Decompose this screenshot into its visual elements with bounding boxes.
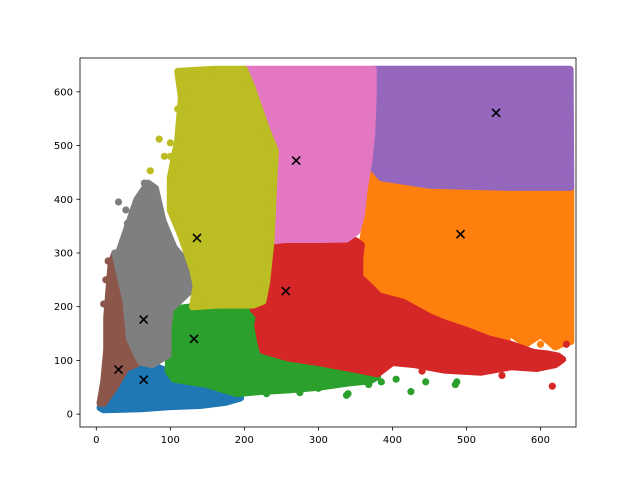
data-point [166,139,174,147]
data-point [203,68,211,76]
cluster-5 [365,65,575,191]
cluster-4 [249,236,570,390]
data-point [296,389,304,397]
data-point [196,399,204,407]
plot-area [96,65,575,414]
cluster-9 [146,65,279,311]
cluster-region [166,65,279,311]
centroid-stroke [139,315,149,325]
centroid-marker-1 [139,375,149,385]
y-tick-label: 400 [54,195,73,206]
x-tick-label: 300 [309,435,328,446]
data-point [453,357,462,366]
data-point [453,378,461,386]
centroid-stroke [455,229,466,239]
data-point [407,387,415,396]
data-point [377,378,385,386]
data-point [180,69,188,77]
data-point [155,135,163,143]
data-point [123,219,131,228]
data-point [222,395,230,403]
centroid-stroke [281,286,291,296]
data-point [314,384,322,392]
centroid-marker-7 [291,156,301,166]
data-point [536,340,545,348]
data-point [436,359,445,367]
centroid-stroke [113,364,124,375]
data-point [498,371,506,380]
axes: 0 100 200 300 400 500 600 0 100 200 300 400 500 600 [54,57,577,446]
y-tick-label: 600 [54,87,73,98]
data-point [100,300,108,308]
centroid-stroke [491,108,501,118]
data-point [129,237,137,245]
data-point [137,195,145,203]
data-point [365,380,373,389]
data-point [180,109,188,117]
data-point [555,358,563,366]
data-point [114,198,123,206]
data-point [122,206,130,214]
centroid-stroke [291,156,301,166]
data-point [102,276,110,284]
x-tick-label: 0 [93,435,99,446]
y-tick-label: 0 [67,410,73,421]
centroid-marker-5 [491,108,501,118]
data-point [344,390,352,398]
centroid-marker-3 [189,334,199,344]
x-tick-label: 600 [531,435,550,446]
data-point [160,152,168,160]
data-point [140,179,149,187]
cluster-region [249,236,567,378]
data-point [422,378,430,386]
centroid-marker-2 [455,229,466,239]
data-point [535,354,543,362]
centroid-marker-8 [139,315,149,325]
data-point [104,257,112,265]
data-point [548,382,556,390]
centroid-stroke [192,233,202,243]
x-tick-label: 500 [457,435,476,446]
data-point [166,152,174,160]
y-tick-label: 100 [54,356,73,367]
data-point [174,105,182,113]
centroid-stroke [139,375,149,385]
data-point [418,367,426,375]
centroid-marker-4 [281,286,291,296]
clusters-layer [96,65,575,414]
centroid-marker-9 [192,233,202,243]
y-tick-label: 300 [54,248,73,259]
data-point [190,72,198,80]
cluster-region [365,65,575,191]
data-point [562,340,570,348]
data-point [133,225,141,233]
data-point [503,356,511,364]
data-point [262,390,271,398]
axes-frame [79,57,577,428]
data-point [518,327,526,335]
centroid-marker-6 [113,364,124,375]
x-tick-label: 100 [161,435,180,446]
data-point [120,233,129,241]
data-point [211,397,219,405]
x-tick-label: 200 [235,435,254,446]
data-point [146,167,154,175]
y-tick-label: 200 [54,302,73,313]
y-tick-label: 500 [54,141,73,152]
data-point [392,375,400,383]
cluster-8 [111,179,200,369]
x-tick-label: 400 [383,435,402,446]
centroid-stroke [189,334,199,344]
